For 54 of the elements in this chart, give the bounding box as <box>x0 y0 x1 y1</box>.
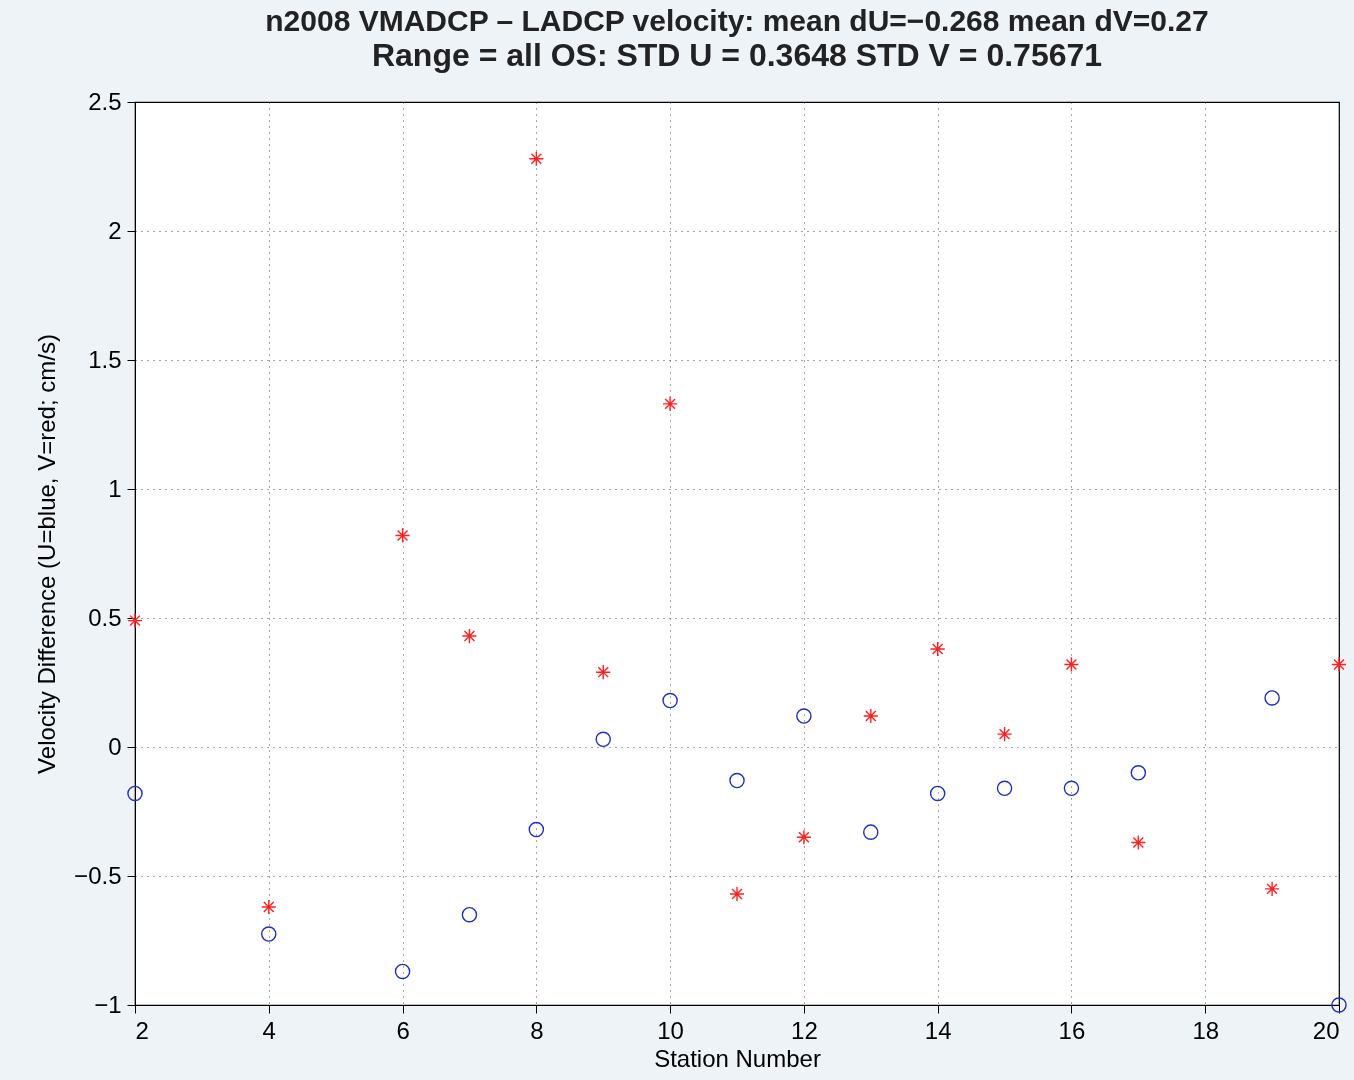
point <box>394 963 411 980</box>
x-tick-label: 12 <box>791 1016 818 1044</box>
point <box>929 785 946 802</box>
point <box>127 612 143 629</box>
point <box>261 926 277 942</box>
y-tick-label: −0.5 <box>74 861 122 889</box>
x-tick-label: 18 <box>1192 1016 1220 1044</box>
y-tick-label: 1 <box>108 474 122 502</box>
point <box>261 899 277 915</box>
x-tick-label: 10 <box>657 1016 684 1044</box>
x-axis-title: Station Number <box>654 1044 821 1072</box>
point <box>1063 656 1080 673</box>
y-tick-label: 2.5 <box>88 87 122 115</box>
point <box>1264 690 1280 706</box>
x-tick-label: 8 <box>530 1016 544 1044</box>
y-tick-label: −1 <box>94 990 122 1018</box>
y-tick-label: 1.5 <box>88 345 122 373</box>
point <box>662 396 678 412</box>
point <box>729 772 745 789</box>
chart-title: n2008 VMADCP – LADCP velocity: mean dU=−0.268 mean dV=0.27 <box>265 4 1209 37</box>
point <box>1130 765 1147 781</box>
point <box>528 821 545 838</box>
x-tick-label: 14 <box>924 1016 952 1044</box>
point <box>595 664 611 680</box>
point <box>996 726 1013 742</box>
point <box>996 780 1013 797</box>
point <box>461 628 478 644</box>
point <box>528 150 545 167</box>
point <box>1130 834 1147 851</box>
point <box>1331 656 1347 673</box>
point <box>1264 881 1280 897</box>
y-tick-label: 0 <box>108 732 122 760</box>
point <box>394 527 411 544</box>
point <box>662 692 678 709</box>
point <box>1063 780 1080 797</box>
point <box>729 886 745 902</box>
y-tick-label: 2 <box>108 216 122 244</box>
point <box>461 906 478 923</box>
point <box>796 708 812 724</box>
point <box>595 731 611 748</box>
point <box>863 708 879 724</box>
x-tick-label: 20 <box>1312 1016 1340 1044</box>
point <box>1331 997 1347 1013</box>
x-tick-label: 6 <box>396 1016 410 1044</box>
chart-subtitle: Range = all OS: STD U = 0.3648 STD V = 0.75671 <box>371 37 1103 73</box>
y-axis-title: Velocity Difference (U=blue, V=red; cm/s) <box>33 334 61 774</box>
y-tick-label: 0.5 <box>88 603 122 631</box>
x-tick-label: 4 <box>262 1016 276 1044</box>
point <box>929 641 946 657</box>
point <box>127 785 143 802</box>
x-tick-label: 16 <box>1058 1016 1086 1044</box>
x-tick-label: 2 <box>135 1016 149 1044</box>
point <box>796 829 812 846</box>
point <box>863 824 879 840</box>
